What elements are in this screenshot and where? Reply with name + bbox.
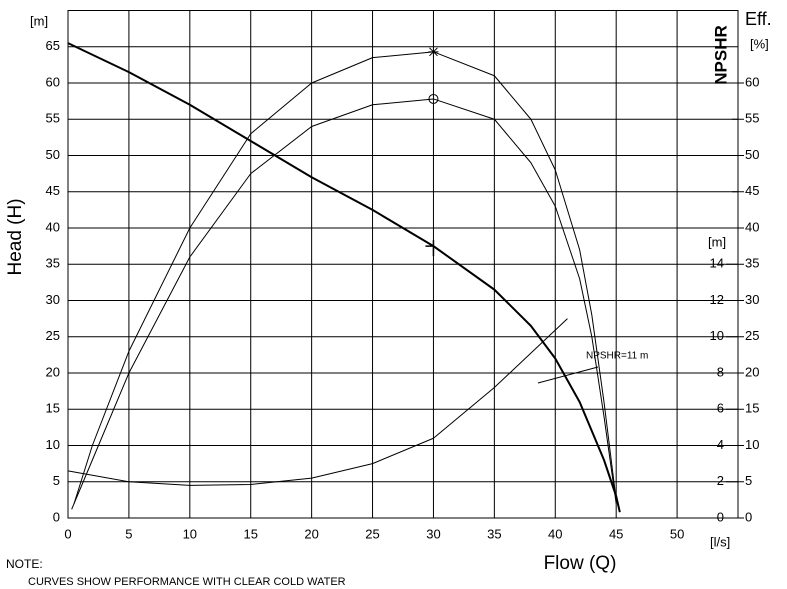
note-text: CURVES SHOW PERFORMANCE WITH CLEAR COLD … bbox=[28, 576, 346, 588]
x-tick-label: 40 bbox=[548, 526, 562, 541]
x-tick-label: 50 bbox=[670, 526, 684, 541]
y3-tick-label: 14 bbox=[710, 256, 724, 271]
y-tick-label: 50 bbox=[46, 147, 60, 162]
y2-tick-label: 60 bbox=[745, 74, 759, 89]
x-tick-label: 10 bbox=[183, 526, 197, 541]
y2-tick-label: 30 bbox=[745, 292, 759, 307]
y-tick-label: 5 bbox=[53, 473, 60, 488]
y-tick-label: 55 bbox=[46, 111, 60, 126]
y-tick-label: 25 bbox=[46, 328, 60, 343]
y-unit: [m] bbox=[30, 13, 48, 28]
y2-tick-label: 45 bbox=[745, 183, 759, 198]
marker bbox=[425, 240, 435, 257]
y2-tick-label: 50 bbox=[745, 147, 759, 162]
y2-tick-label: 55 bbox=[745, 111, 759, 126]
y-tick-label: 15 bbox=[46, 401, 60, 416]
y-tick-label: 60 bbox=[46, 74, 60, 89]
y-tick-label: 30 bbox=[46, 292, 60, 307]
y3-label: NPSHR bbox=[711, 25, 730, 85]
y2-unit: [%] bbox=[750, 36, 769, 51]
x-tick-label: 45 bbox=[609, 526, 623, 541]
marker bbox=[428, 46, 439, 57]
y3-unit: [m] bbox=[708, 234, 726, 249]
curve bbox=[67, 42, 621, 513]
y2-tick-label: 15 bbox=[745, 401, 759, 416]
x-tick-label: 15 bbox=[243, 526, 257, 541]
y-tick-label: 10 bbox=[46, 437, 60, 452]
x-tick-label: 20 bbox=[304, 526, 318, 541]
y-tick-label: 40 bbox=[46, 219, 60, 234]
x-tick-label: 30 bbox=[426, 526, 440, 541]
y2-tick-label: 25 bbox=[745, 328, 759, 343]
x-unit: [l/s] bbox=[710, 534, 730, 549]
y-label: Head (H) bbox=[5, 198, 26, 275]
x-tick-label: 25 bbox=[365, 526, 379, 541]
x-tick-label: 0 bbox=[64, 526, 71, 541]
y2-tick-label: 40 bbox=[745, 219, 759, 234]
y2-tick-label: 0 bbox=[745, 509, 752, 524]
y3-tick-label: 4 bbox=[717, 437, 724, 452]
x-label: Flow (Q) bbox=[544, 553, 617, 574]
y3-tick-label: 0 bbox=[717, 509, 724, 524]
y2-tick-label: 5 bbox=[745, 473, 752, 488]
y-tick-label: 0 bbox=[53, 509, 60, 524]
curve bbox=[67, 318, 568, 486]
y3-tick-label: 12 bbox=[710, 292, 724, 307]
y2-tick-label: 20 bbox=[745, 364, 759, 379]
y3-tick-label: 6 bbox=[717, 401, 724, 416]
annotation-leader bbox=[537, 366, 599, 384]
curve bbox=[71, 98, 617, 510]
y3-tick-label: 8 bbox=[717, 364, 724, 379]
y3-tick-label: 10 bbox=[710, 328, 724, 343]
x-tick-label: 35 bbox=[487, 526, 501, 541]
note-title: NOTE: bbox=[6, 557, 43, 571]
y2-label: Eff. bbox=[745, 9, 772, 29]
annotation: NPSHR=11 m bbox=[586, 351, 648, 362]
y-tick-label: 20 bbox=[46, 364, 60, 379]
y2-tick-label: 35 bbox=[745, 256, 759, 271]
y-tick-label: 35 bbox=[46, 256, 60, 271]
marker bbox=[428, 93, 439, 104]
x-tick-label: 5 bbox=[125, 526, 132, 541]
y-tick-label: 65 bbox=[46, 38, 60, 53]
y3-tick-label: 2 bbox=[717, 473, 724, 488]
y2-tick-label: 10 bbox=[745, 437, 759, 452]
y-tick-label: 45 bbox=[46, 183, 60, 198]
